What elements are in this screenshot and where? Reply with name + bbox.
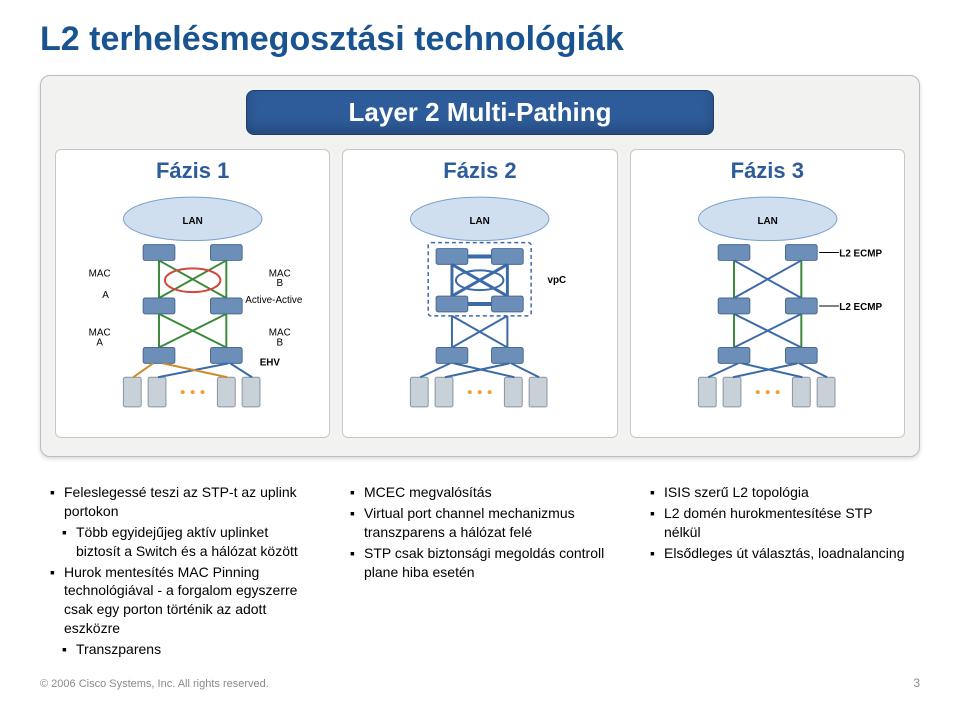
svg-text:LAN: LAN bbox=[470, 216, 490, 227]
svg-text:vpC: vpC bbox=[548, 275, 567, 286]
bullet: L2 domén hurokmentesítése STP nélkül bbox=[650, 504, 910, 542]
phase-2: Fázis 2 LAN bbox=[342, 149, 617, 438]
phase-3-diagram: LAN L2 ECMP L2 ECMP bbox=[639, 188, 896, 423]
bullet: STP csak biztonsági megoldás controll pl… bbox=[350, 544, 610, 582]
page-title: L2 terhelésmegosztási technológiák bbox=[40, 20, 920, 59]
footer-copyright: © 2006 Cisco Systems, Inc. All rights re… bbox=[40, 678, 269, 690]
page-number: 3 bbox=[913, 676, 920, 690]
bullets-col-3: ISIS szerű L2 topológia L2 domén hurokme… bbox=[650, 483, 910, 661]
bullet: MCEC megvalósítás bbox=[350, 483, 610, 502]
bullet: Több egyidejűjeg aktív uplinket biztosít… bbox=[50, 523, 310, 561]
bullets-row: Feleslegessé teszi az STP-t az uplink po… bbox=[40, 483, 920, 661]
phase-3-header: Fázis 3 bbox=[731, 158, 804, 184]
banner: Layer 2 Multi-Pathing bbox=[246, 90, 714, 135]
svg-text:B: B bbox=[276, 278, 283, 289]
bullet: Virtual port channel mechanizmus transzp… bbox=[350, 504, 610, 542]
phase-1-header: Fázis 1 bbox=[156, 158, 229, 184]
bullet: Transzparens bbox=[50, 640, 310, 659]
svg-text:Active-Active: Active-Active bbox=[245, 295, 303, 306]
phase-3: Fázis 3 LAN L2 ECMP L2 bbox=[630, 149, 905, 438]
svg-text:B: B bbox=[276, 338, 283, 349]
svg-text:EHV: EHV bbox=[260, 357, 281, 368]
phase-2-header: Fázis 2 bbox=[443, 158, 516, 184]
bullet: ISIS szerű L2 topológia bbox=[650, 483, 910, 502]
bullet: Feleslegessé teszi az STP-t az uplink po… bbox=[50, 483, 310, 521]
phase-2-diagram: LAN vpC bbox=[351, 188, 608, 423]
bullet: Elsődleges út választás, loadnalancing bbox=[650, 544, 910, 563]
bullets-col-1: Feleslegessé teszi az STP-t az uplink po… bbox=[50, 483, 310, 661]
phases-row: Fázis 1 LAN bbox=[55, 149, 905, 438]
bullets-col-2: MCEC megvalósítás Virtual port channel m… bbox=[350, 483, 610, 661]
svg-text:MAC: MAC bbox=[89, 268, 111, 279]
svg-text:A: A bbox=[102, 290, 109, 301]
phase-1: Fázis 1 LAN bbox=[55, 149, 330, 438]
bullet: Hurok mentesítés MAC Pinning technológiá… bbox=[50, 563, 310, 639]
svg-text:L2 ECMP: L2 ECMP bbox=[839, 248, 882, 259]
svg-text:L2 ECMP: L2 ECMP bbox=[839, 302, 882, 313]
phase-1-diagram: LAN A MAC MAC B bbox=[64, 188, 321, 423]
svg-text:A: A bbox=[96, 338, 103, 349]
main-card: Layer 2 Multi-Pathing Fázis 1 LAN bbox=[40, 75, 920, 457]
svg-text:LAN: LAN bbox=[183, 216, 203, 227]
svg-text:LAN: LAN bbox=[757, 216, 777, 227]
